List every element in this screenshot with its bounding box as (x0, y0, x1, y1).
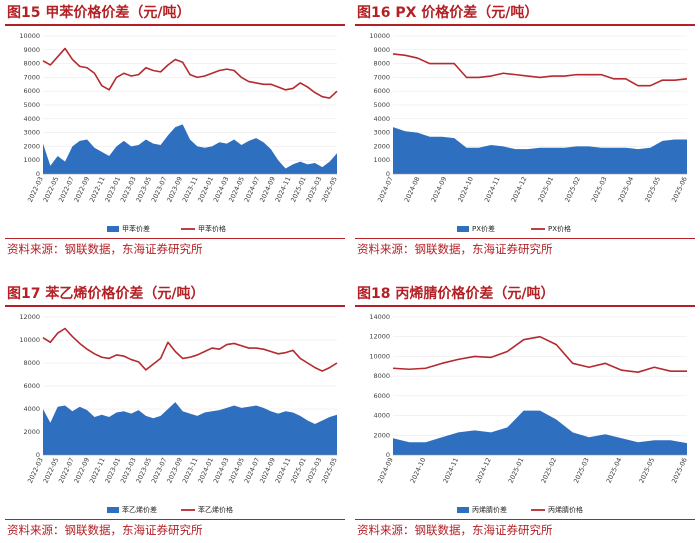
y-tick-label: 8000 (373, 372, 390, 380)
y-tick-label: 0 (386, 451, 390, 459)
legend-label: PX价差 (472, 224, 495, 233)
chart-title: 图18 丙烯腈价格价差（元/吨） (355, 283, 695, 307)
x-tick-label: 2024-10 (456, 175, 475, 203)
y-tick-label: 8000 (23, 359, 40, 367)
legend-label: PX价格 (548, 224, 571, 233)
y-tick-label: 4000 (373, 412, 390, 420)
x-tick-label: 2025-04 (617, 175, 636, 203)
y-tick-label: 10000 (369, 32, 390, 40)
spread-area-series (393, 410, 687, 455)
x-tick-label: 2024-08 (403, 175, 422, 203)
spread-area-series (43, 124, 337, 174)
legend-label: 甲苯价格 (198, 224, 226, 233)
y-tick-label: 0 (36, 451, 40, 459)
x-tick-label: 2024-11 (441, 456, 460, 484)
x-tick-label: 2025-05 (643, 175, 662, 203)
chart-title: 图17 苯乙烯价格价差（元/吨） (5, 283, 345, 307)
x-tick-label: 2024-12 (510, 175, 529, 203)
px-chart: 0 1000 2000 3000 4000 5000 6000 7000 8000 9000 100… (369, 32, 689, 233)
x-tick-label: 2025-02 (563, 175, 582, 203)
legend-label: 苯乙烯价差 (122, 505, 157, 514)
y-tick-label: 6000 (23, 382, 40, 390)
y-tick-label: 7000 (23, 73, 40, 81)
legend-label: 丙烯腈价格 (548, 505, 583, 514)
price-line-series (42, 47, 338, 99)
y-tick-label: 12000 (369, 333, 390, 341)
spread-area-series (43, 402, 337, 455)
y-tick-label: 9000 (373, 46, 390, 54)
y-tick-label: 4000 (23, 405, 40, 413)
chart-panel-styrene: 图17 苯乙烯价格价差（元/吨） 0 2000 4000 6000 8000 10000 1… (5, 283, 345, 540)
chart-panel-toluene: 图15 甲苯价格价差（元/吨） 0 1000 2000 3000 4000 5000 600… (5, 2, 345, 259)
x-tick-label: 2025-05 (637, 456, 656, 484)
y-tick-label: 6000 (373, 392, 390, 400)
x-tick-label: 2025-01 (536, 175, 555, 203)
legend-swatch-spread (457, 226, 469, 232)
chart-panel-acrylonitrile: 图18 丙烯腈价格价差（元/吨） 0 2000 4000 6000 8000 10000 1… (355, 283, 695, 540)
x-tick-label: 2024-09 (430, 175, 449, 203)
y-tick-label: 0 (36, 170, 40, 178)
y-tick-label: 1000 (373, 156, 390, 164)
price-line-series (42, 327, 338, 372)
x-tick-label: 2024-10 (409, 456, 428, 484)
toluene-chart: 0 1000 2000 3000 4000 5000 6000 7000 8000 9000 100… (19, 32, 339, 233)
x-tick-label: 2024-07 (376, 175, 395, 203)
y-tick-label: 2000 (23, 428, 40, 436)
styrene-chart: 0200040006000800010000120002022-032022-0… (19, 313, 339, 514)
y-tick-label: 8000 (373, 60, 390, 68)
y-tick-label: 2000 (373, 142, 390, 150)
legend-swatch-spread (107, 226, 119, 232)
y-tick-label: 4000 (373, 115, 390, 123)
legend-swatch-spread (107, 507, 119, 513)
y-tick-label: 8000 (23, 60, 40, 68)
y-tick-label: 9000 (23, 46, 40, 54)
x-tick-label: 2024-09 (376, 456, 395, 484)
acrylonitrile-chart: 0 2000 4000 6000 8000 10000 12000 14000 2024-09 2… (369, 313, 689, 514)
y-tick-label: 6000 (373, 87, 390, 95)
y-tick-label: 5000 (23, 101, 40, 109)
y-tick-label: 3000 (373, 129, 390, 137)
y-tick-label: 12000 (19, 313, 40, 321)
y-tick-label: 7000 (373, 73, 390, 81)
x-tick-label: 2025-01 (507, 456, 526, 484)
legend-label: 丙烯腈价差 (472, 505, 507, 514)
x-tick-label: 2024-12 (474, 456, 493, 484)
y-tick-label: 0 (386, 170, 390, 178)
source-note: 资料来源：钢联数据，东海证券研究所 (5, 238, 345, 259)
source-note: 资料来源：钢联数据，东海证券研究所 (355, 238, 695, 259)
y-tick-label: 1000 (23, 156, 40, 164)
chart-panel-px: 图16 PX 价格价差（元/吨） 0 1000 2000 3000 4000 5000 60… (355, 2, 695, 259)
x-tick-label: 2025-03 (572, 456, 591, 484)
source-note: 资料来源：钢联数据，东海证券研究所 (355, 519, 695, 540)
price-line-series (392, 335, 687, 373)
legend-swatch-spread (457, 507, 469, 513)
y-tick-label: 2000 (373, 431, 390, 439)
source-note: 资料来源：钢联数据，东海证券研究所 (5, 519, 345, 540)
x-tick-label: 2025-03 (590, 175, 609, 203)
y-tick-label: 5000 (373, 101, 390, 109)
y-tick-label: 2000 (23, 142, 40, 150)
x-tick-label: 2025-02 (539, 456, 558, 484)
y-tick-label: 10000 (19, 32, 40, 40)
price-line-series (392, 53, 688, 87)
y-tick-label: 6000 (23, 87, 40, 95)
x-tick-label: 2024-11 (483, 175, 502, 203)
chart-title: 图16 PX 价格价差（元/吨） (355, 2, 695, 26)
y-tick-label: 3000 (23, 129, 40, 137)
y-tick-label: 4000 (23, 115, 40, 123)
y-tick-label: 10000 (19, 336, 40, 344)
chart-title: 图15 甲苯价格价差（元/吨） (5, 2, 345, 26)
x-tick-label: 2025-04 (605, 456, 624, 484)
legend-label: 甲苯价差 (122, 224, 150, 233)
y-tick-label: 14000 (369, 313, 390, 321)
legend-label: 苯乙烯价格 (198, 505, 233, 514)
x-tick-label: 2025-06 (670, 456, 689, 484)
y-tick-label: 10000 (369, 352, 390, 360)
spread-area-series (393, 127, 687, 174)
x-tick-label: 2025-06 (670, 175, 689, 203)
